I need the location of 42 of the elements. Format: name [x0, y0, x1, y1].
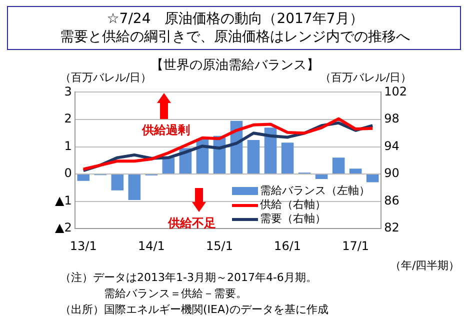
bar	[77, 174, 90, 181]
x-axis-title: （年/四半期）	[390, 258, 460, 273]
bar	[162, 158, 175, 174]
y2-tick-label: 82	[384, 220, 400, 235]
bar	[315, 174, 328, 179]
y-tick-label: 0	[64, 166, 72, 180]
y2-tick-label: 90	[384, 166, 400, 180]
annotation: 供給不足	[168, 215, 216, 232]
legend-label: 需要（右軸）	[260, 212, 326, 226]
y-tick-label: 1	[64, 138, 72, 153]
bar	[349, 168, 362, 174]
y2-tick-label: 102	[384, 84, 407, 98]
y2-tick-label: 98	[384, 112, 400, 126]
legend-label: 需給バランス（左軸）	[260, 184, 370, 198]
legend-label: 供給（右軸）	[260, 198, 326, 212]
x-tick-label: 14/1	[138, 238, 165, 253]
bar	[332, 158, 345, 174]
chart-title: ☆7/24 原油価格の動向（2017年7月）	[106, 10, 364, 28]
bar	[264, 128, 277, 174]
y2-tick-label: 86	[384, 193, 400, 208]
bar	[128, 174, 141, 200]
text: 需給バランス＝供給－需要。	[104, 286, 247, 301]
y-tick-label: ▲2	[54, 220, 72, 235]
y-tick-label: 2	[64, 112, 72, 126]
y-tick-label: ▲1	[54, 193, 72, 208]
x-tick-label: 13/1	[70, 238, 97, 253]
y2-tick-label: 94	[384, 138, 400, 153]
y-tick-label: 3	[64, 84, 72, 98]
x-tick-label: 16/1	[274, 238, 301, 253]
bar	[366, 174, 379, 182]
chart-subtitle: 需要と供給の綱引きで、原油価格はレンジ内での推移へ	[59, 28, 411, 46]
x-tick-label: 17/1	[342, 238, 370, 253]
annotation: 供給過剰	[142, 122, 190, 139]
y-axis-title: （百万バレル/日）	[60, 70, 152, 85]
x-tick-label: 15/1	[206, 238, 233, 253]
text: （注）データは2013年1-3月期～2017年4-6月期。	[60, 270, 317, 285]
bar	[281, 142, 294, 174]
text: （出所）国際エネルギー機関(IEA)のデータを基に作成	[60, 302, 328, 317]
y2-axis-title: （百万バレル/日）	[320, 70, 412, 85]
bar	[111, 174, 124, 190]
bar	[247, 140, 260, 174]
text: 【世界の原油需給バランス】	[150, 58, 320, 73]
